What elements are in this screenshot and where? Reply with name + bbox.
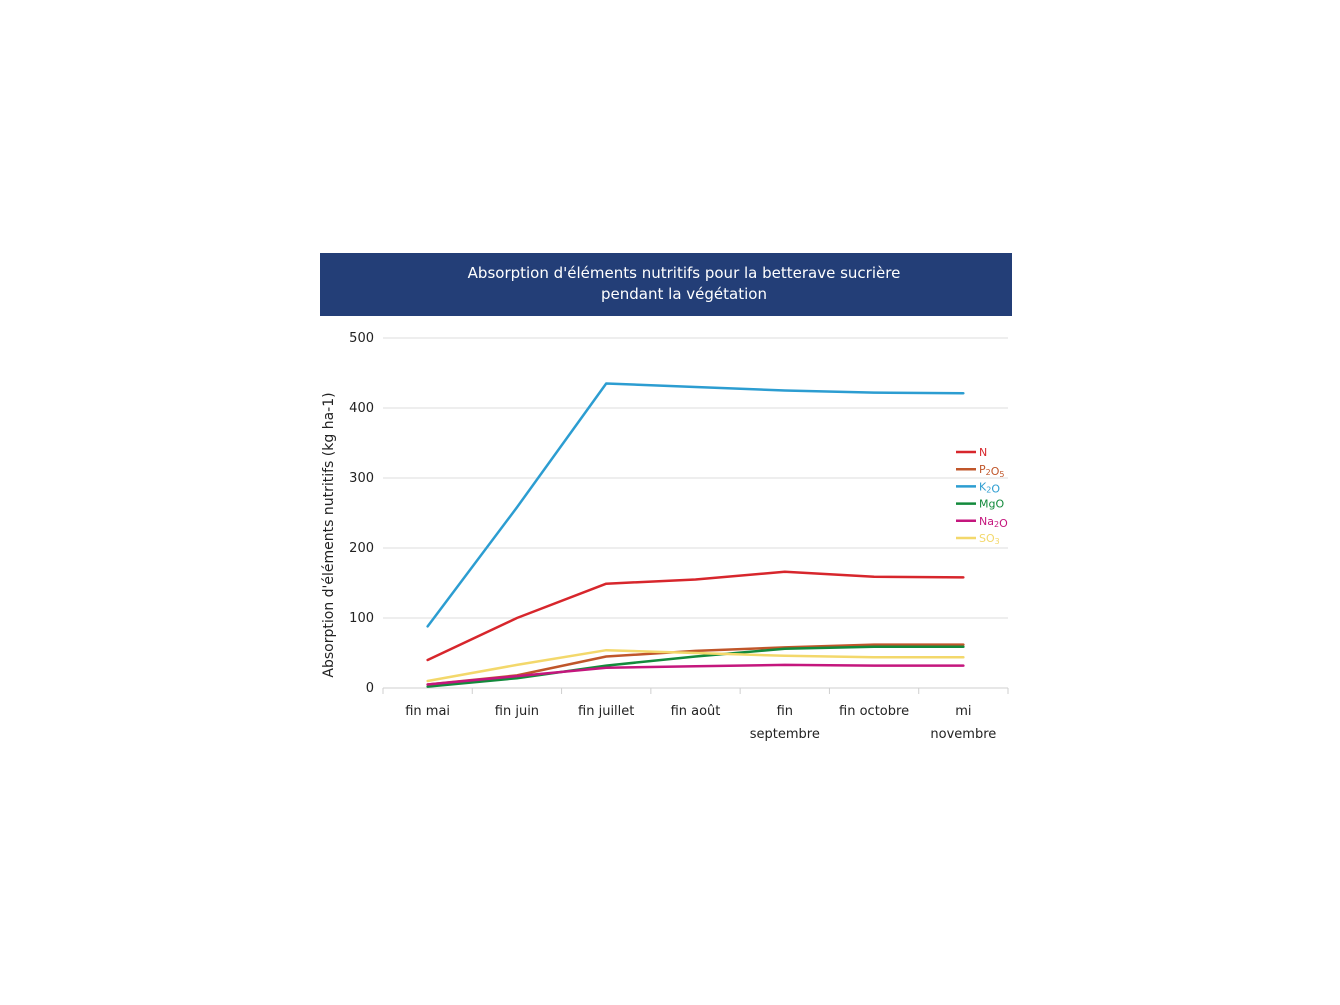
series-lines — [426, 382, 965, 688]
x-tick-label: fin mai — [405, 704, 450, 719]
x-tick-label: fin juin — [495, 704, 539, 719]
chart-title-banner — [320, 253, 1012, 316]
x-tick-label: septembre — [750, 727, 820, 742]
series-line-mgo — [426, 645, 965, 688]
series-line-k2o — [426, 382, 965, 628]
x-tick-label: novembre — [930, 727, 996, 742]
legend-label: N — [979, 446, 987, 459]
y-tick-label: 300 — [349, 471, 374, 486]
tick-labels: 0 100 200 300 400 500 fin mai fin juin fin juill… — [349, 331, 996, 742]
y-tick-label: 500 — [349, 331, 374, 346]
x-tick-label: fin août — [671, 704, 721, 719]
series-line-na2o — [426, 663, 965, 686]
y-tick-label: 100 — [349, 611, 374, 626]
x-tick-label: mi — [955, 704, 971, 719]
series-line-n — [426, 570, 965, 662]
legend-label: K2O — [979, 480, 1000, 495]
chart-title-line-1: Absorption d'éléments nutritifs pour la … — [468, 264, 901, 282]
x-tick-label: fin juillet — [578, 704, 634, 719]
y-axis-label: Absorption d'éléments nutritifs (kg ha-1… — [321, 392, 337, 677]
legend-label: SO3 — [979, 532, 1000, 546]
chart-title-line-2: pendant la végétation — [601, 285, 767, 303]
legend-label: P2O5 — [979, 463, 1005, 479]
series-line-so3 — [426, 648, 965, 683]
y-tick-label: 400 — [349, 401, 374, 416]
legend-label: MgO — [979, 498, 1004, 511]
legend-label: Na2O — [979, 515, 1008, 530]
y-tick-label: 200 — [349, 541, 374, 556]
x-axis — [382, 687, 1009, 694]
x-tick-label: fin octobre — [839, 704, 909, 719]
y-tick-label: 0 — [366, 681, 374, 696]
x-tick-label: fin — [777, 704, 793, 719]
